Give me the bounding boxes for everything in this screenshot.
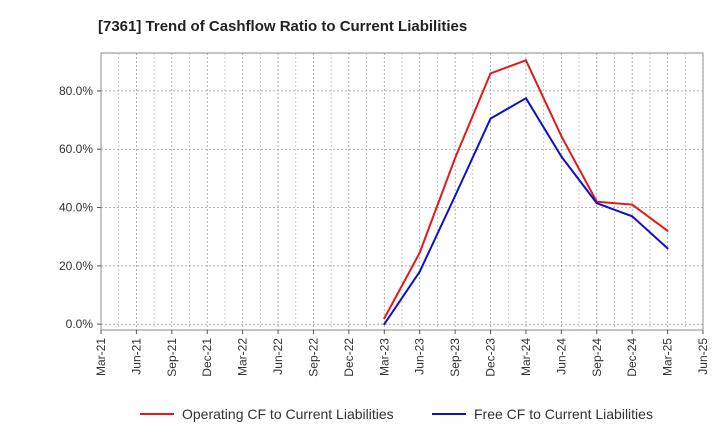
data-point xyxy=(595,202,598,205)
x-tick-label: Sep-23 xyxy=(448,338,462,377)
data-point xyxy=(524,97,527,100)
x-tick-label: Jun-23 xyxy=(413,338,427,375)
x-tick-label: Jun-25 xyxy=(696,338,710,375)
data-point xyxy=(560,135,563,138)
y-tick-label: 40.0% xyxy=(59,201,93,215)
x-tick-label: Jun-21 xyxy=(129,338,143,375)
x-tick-label: Dec-21 xyxy=(200,338,214,377)
legend-label: Operating CF to Current Liabilities xyxy=(182,406,394,422)
legend: Operating CF to Current Liabilities Free … xyxy=(140,406,653,422)
data-point xyxy=(666,229,669,232)
chart-title: [7361] Trend of Cashflow Ratio to Curren… xyxy=(98,18,467,35)
x-tick-label: Dec-24 xyxy=(625,338,639,377)
data-point xyxy=(489,72,492,75)
x-tick-label: Mar-22 xyxy=(236,338,250,376)
x-tick-label: Sep-22 xyxy=(306,338,320,377)
data-point xyxy=(631,203,634,206)
data-point xyxy=(383,323,386,326)
y-axis-ticks: 0.0% 20.0% 40.0% 60.0% 80.0% xyxy=(59,84,101,331)
x-tick-label: Mar-25 xyxy=(661,338,675,376)
x-tick-label: Mar-24 xyxy=(519,338,533,376)
y-tick-label: 20.0% xyxy=(59,259,93,273)
x-tick-label: Dec-23 xyxy=(484,338,498,377)
x-tick-label: Dec-22 xyxy=(342,338,356,377)
x-axis-ticks: Mar-21 Jun-21 Sep-21 Dec-21 Mar-22 Jun-22 Sep-… xyxy=(94,330,710,377)
x-tick-label: Jun-22 xyxy=(271,338,285,375)
data-point xyxy=(489,117,492,120)
x-tick-label: Mar-23 xyxy=(377,338,391,376)
data-point xyxy=(666,247,669,250)
data-point xyxy=(560,155,563,158)
y-tick-label: 60.0% xyxy=(59,142,93,156)
series-lines xyxy=(383,59,669,326)
x-tick-label: Sep-21 xyxy=(165,338,179,377)
data-point xyxy=(418,270,421,273)
grid-lines xyxy=(100,53,704,330)
x-tick-label: Sep-24 xyxy=(590,338,604,377)
data-point xyxy=(383,317,386,320)
x-tick-label: Mar-21 xyxy=(94,338,108,376)
data-point xyxy=(631,215,634,218)
data-point xyxy=(418,251,421,254)
data-point xyxy=(454,156,457,159)
y-tick-label: 80.0% xyxy=(59,84,93,98)
x-tick-label: Jun-24 xyxy=(554,338,568,375)
data-point xyxy=(454,194,457,197)
legend-label: Free CF to Current Liabilities xyxy=(474,406,653,422)
data-point xyxy=(524,59,527,62)
y-tick-label: 0.0% xyxy=(66,317,94,331)
